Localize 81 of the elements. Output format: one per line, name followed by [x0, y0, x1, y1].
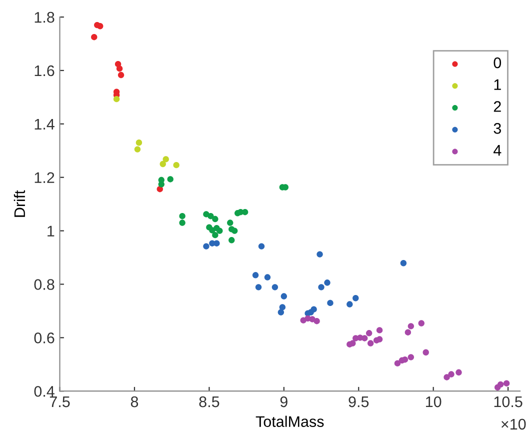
point	[314, 318, 320, 324]
point	[214, 240, 220, 246]
y-tick-label: 0.8	[34, 279, 54, 290]
legend-label: 2	[494, 101, 501, 112]
legend-label: 3	[494, 123, 501, 134]
point	[162, 156, 169, 162]
point	[366, 330, 372, 336]
point	[227, 220, 234, 226]
y-tick-label: 0.6	[34, 332, 54, 344]
y-tick-label: 1.6	[34, 65, 54, 76]
point	[376, 327, 383, 334]
point	[167, 176, 174, 182]
y-axis-title: Drift	[14, 190, 26, 217]
point	[324, 280, 330, 286]
point	[252, 272, 259, 278]
point	[327, 300, 334, 306]
point	[308, 309, 314, 316]
point	[422, 349, 429, 356]
point	[418, 320, 424, 326]
point	[376, 336, 383, 342]
point	[278, 309, 284, 316]
legend-label: 4	[494, 145, 502, 156]
point	[232, 228, 238, 234]
x-axis-title: TotalMass	[256, 416, 324, 427]
y-tick-label: 1.4	[34, 118, 54, 130]
point	[448, 371, 454, 378]
point	[444, 374, 450, 380]
point	[456, 369, 462, 376]
point	[404, 329, 412, 336]
point	[179, 220, 186, 226]
y-tick-label: 1.2	[34, 172, 54, 183]
point	[179, 212, 186, 220]
point	[212, 216, 218, 222]
point	[212, 232, 218, 238]
text: ×10	[502, 418, 526, 430]
y-tick-label: 0.4	[34, 386, 54, 397]
point	[408, 354, 414, 360]
point	[173, 162, 180, 168]
point	[116, 66, 123, 72]
y-tick-label: 1.8	[34, 12, 54, 23]
legend-label: 1	[494, 79, 501, 90]
point	[216, 228, 223, 234]
point	[402, 356, 408, 363]
point	[408, 323, 414, 330]
point	[258, 243, 265, 250]
x-tick-label: 7.5	[50, 396, 70, 408]
point	[318, 284, 324, 290]
x-tick-label: 8	[130, 396, 138, 408]
point	[203, 243, 210, 250]
point	[350, 340, 356, 346]
point	[208, 212, 214, 220]
x-tick-label: 9	[280, 396, 288, 408]
point	[400, 260, 407, 266]
y-tick-label: 1	[48, 226, 54, 236]
point	[255, 284, 262, 290]
point	[228, 237, 235, 244]
point	[264, 274, 271, 280]
point	[160, 160, 166, 168]
x-tick-label: 9.5	[348, 396, 369, 408]
point	[242, 208, 248, 216]
point	[367, 340, 374, 346]
point	[362, 335, 368, 342]
point	[352, 295, 359, 302]
point	[136, 140, 142, 146]
x-tick-label: 8.5	[199, 396, 220, 408]
point	[497, 381, 504, 388]
point	[279, 304, 286, 310]
point	[346, 301, 353, 308]
x-tick-label: 10	[426, 396, 442, 408]
point	[272, 284, 278, 290]
legend-label: 0	[494, 57, 502, 68]
point	[97, 23, 104, 30]
point	[503, 380, 510, 386]
x-tick-label: 10.5	[494, 396, 522, 408]
point	[394, 360, 401, 366]
point	[134, 146, 141, 152]
point	[280, 293, 288, 300]
point	[316, 251, 323, 258]
point	[91, 34, 98, 40]
point	[113, 96, 120, 102]
point	[118, 72, 124, 78]
